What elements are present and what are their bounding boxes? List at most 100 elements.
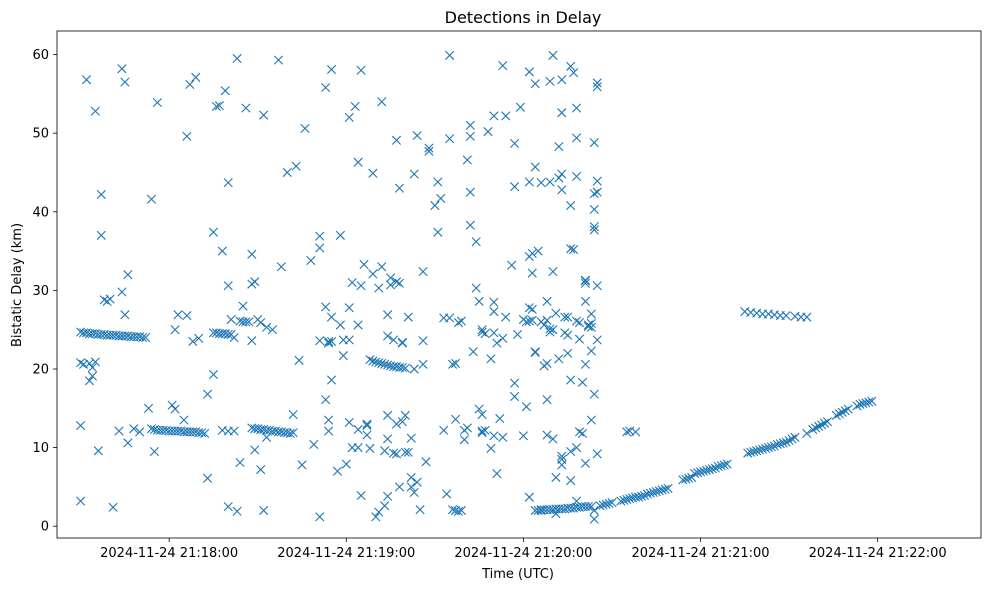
data-point (241, 103, 251, 113)
data-point (450, 358, 461, 369)
data-point (324, 338, 334, 348)
data-point (96, 230, 106, 240)
data-point (507, 260, 517, 270)
data-point (371, 512, 381, 522)
data-point (202, 389, 213, 399)
data-point (383, 434, 393, 444)
data-point (784, 435, 794, 446)
data-point (350, 101, 360, 112)
data-point (698, 466, 709, 476)
data-point (256, 318, 266, 328)
data-point (521, 317, 531, 327)
data-point (214, 101, 224, 111)
data-point (704, 465, 714, 475)
data-point (315, 243, 325, 253)
data-point (365, 443, 375, 453)
data-point (117, 287, 127, 297)
data-point (368, 168, 378, 178)
data-point (324, 426, 334, 436)
data-point (403, 447, 413, 457)
data-point (855, 399, 865, 409)
data-point (681, 474, 691, 484)
data-point (831, 410, 841, 420)
data-point (492, 338, 502, 348)
data-point (569, 68, 579, 78)
chart-title: Detections in Delay (445, 8, 602, 27)
data-point (229, 332, 239, 343)
data-point (447, 505, 458, 515)
data-point (244, 317, 254, 327)
data-point (489, 307, 499, 317)
data-point (138, 332, 148, 343)
x-tick-label: 2024-11-24 21:21:00 (632, 546, 770, 561)
data-point (412, 130, 422, 141)
data-point (288, 428, 298, 438)
data-point (247, 336, 257, 346)
data-point (185, 79, 195, 90)
data-point (424, 143, 434, 153)
data-point (867, 396, 877, 406)
data-point (781, 437, 791, 447)
data-point (285, 428, 295, 439)
data-point (442, 489, 452, 499)
data-point (465, 120, 475, 130)
data-point (377, 262, 387, 272)
data-point (418, 336, 428, 346)
data-point (654, 486, 664, 496)
data-point (760, 443, 771, 453)
data-point (566, 61, 576, 71)
data-point (123, 270, 133, 280)
data-point (492, 468, 502, 479)
x-axis-label: Time (UTC) (481, 567, 554, 582)
data-point (858, 398, 868, 409)
data-point (498, 60, 508, 71)
data-point (834, 409, 844, 419)
data-point (580, 359, 591, 369)
data-point (391, 135, 402, 145)
data-point (586, 318, 596, 328)
data-point (217, 246, 227, 256)
data-point (326, 312, 337, 322)
data-point (580, 276, 591, 286)
data-point (223, 281, 233, 291)
data-point (509, 182, 520, 192)
data-point (625, 494, 635, 504)
data-point (852, 401, 862, 411)
data-point (170, 325, 180, 335)
data-point (365, 354, 375, 365)
data-point (586, 346, 596, 356)
data-point (397, 338, 407, 348)
data-point (173, 310, 183, 320)
data-point (380, 446, 390, 456)
data-point (512, 329, 523, 340)
data-point (787, 434, 797, 444)
data-point (571, 103, 582, 113)
data-point (223, 501, 233, 512)
data-point (421, 457, 431, 467)
data-point (324, 415, 334, 425)
data-point (229, 426, 239, 436)
data-point (592, 281, 602, 291)
data-point (539, 320, 549, 330)
y-tick-label: 40 (32, 205, 49, 220)
data-point (412, 477, 422, 487)
data-point (563, 330, 573, 340)
data-point (622, 494, 632, 505)
data-point (660, 484, 670, 494)
data-point (574, 318, 585, 328)
data-point (498, 432, 508, 442)
data-point (371, 357, 381, 367)
data-point (135, 427, 145, 437)
data-point (474, 296, 484, 306)
data-point (477, 426, 487, 436)
data-point (802, 312, 812, 322)
data-point (722, 459, 732, 469)
data-point (592, 176, 602, 186)
data-point (518, 431, 529, 441)
data-point (571, 133, 582, 143)
data-point (645, 488, 655, 498)
data-point (415, 505, 425, 515)
data-point (560, 312, 570, 322)
data-point (93, 446, 103, 456)
data-point (306, 255, 316, 266)
